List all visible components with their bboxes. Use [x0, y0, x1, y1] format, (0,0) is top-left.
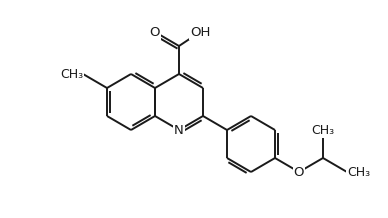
Text: OH: OH: [190, 26, 210, 39]
Text: O: O: [294, 165, 304, 179]
Text: O: O: [150, 26, 160, 39]
Text: CH₃: CH₃: [347, 165, 370, 179]
Text: N: N: [174, 124, 184, 136]
Text: CH₃: CH₃: [60, 68, 83, 80]
Text: CH₃: CH₃: [312, 124, 334, 136]
